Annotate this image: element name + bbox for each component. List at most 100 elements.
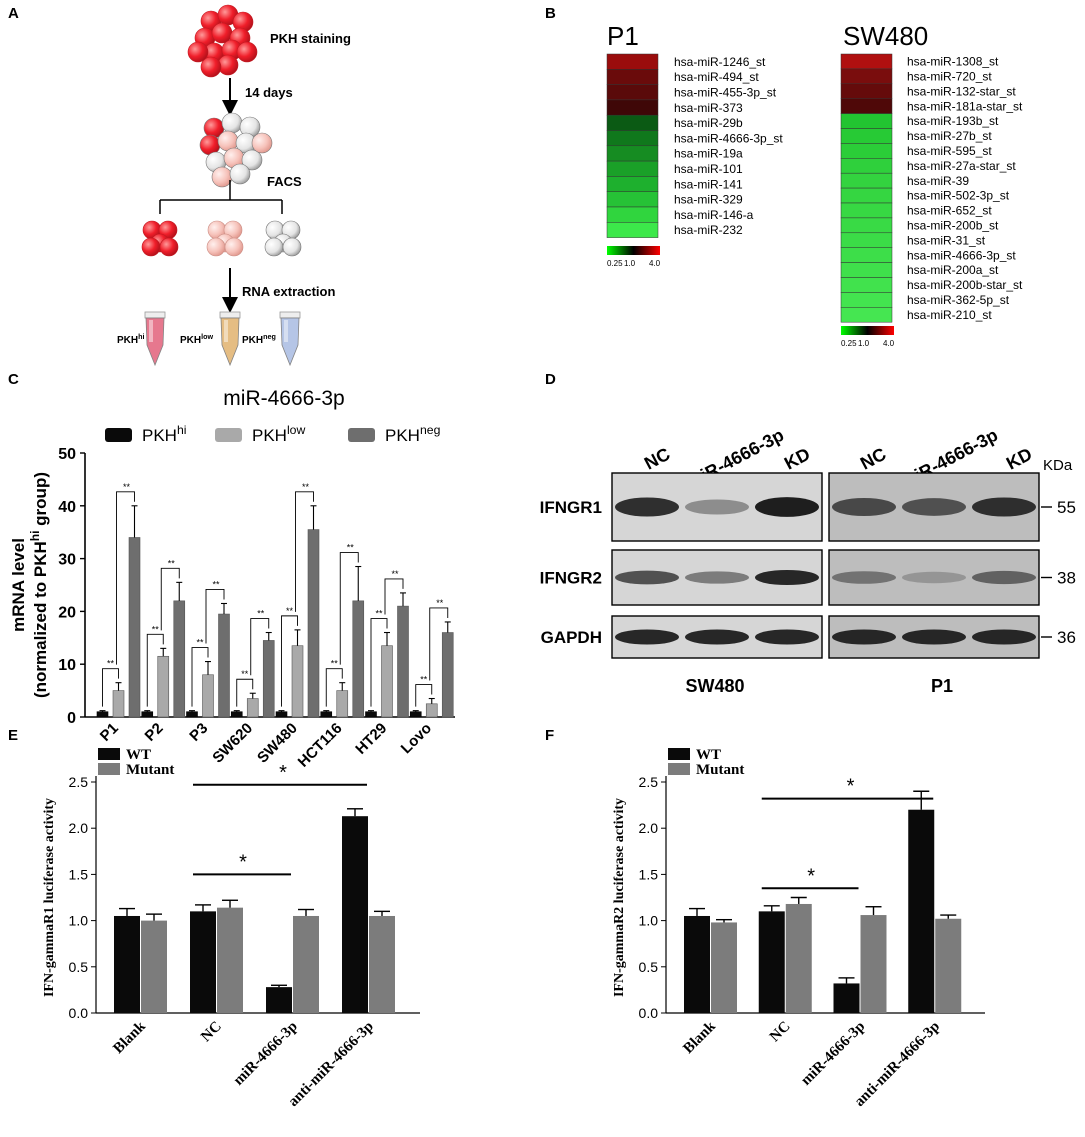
heatmap-row-label: hsa-miR-373 <box>674 101 743 115</box>
y-tick-label: 30 <box>58 552 76 569</box>
heatmap-cell <box>606 53 659 70</box>
panel-b-letter: B <box>545 5 556 22</box>
legend-label-wt: WT <box>126 747 151 763</box>
heatmap-cell <box>840 232 893 248</box>
legend-label-low-sup: low <box>287 423 306 437</box>
heatmap-row-label: hsa-miR-200b_st <box>907 219 999 233</box>
legend-swatch-hi <box>105 428 132 442</box>
tube-highlight <box>224 320 228 342</box>
heatmap-cell <box>840 187 893 204</box>
kda-label: KDa <box>1043 457 1073 474</box>
red-cell <box>200 56 222 78</box>
sig-marker: ** <box>302 482 310 492</box>
heatmap-row-label: hsa-miR-4666-3p_st <box>907 248 1016 262</box>
tube-label-hi-sup: hi <box>138 332 144 341</box>
sig-marker: * <box>239 851 247 873</box>
chart-e-plot: 0.0 0.5 1.0 1.5 2.0 2.5 IFN-gammaR1 luciferase… <box>42 747 420 1110</box>
heatmap-row-label: hsa-miR-210_st <box>907 308 992 322</box>
ylabel-line2-pre: (normalized to PKH <box>31 541 50 698</box>
days-label: 14 days <box>245 85 293 100</box>
bar-mutant <box>935 918 962 1013</box>
legend-label-low-base: PKH <box>252 426 287 445</box>
heatmap-row-label: hsa-miR-652_st <box>907 204 992 218</box>
sig-marker: * <box>807 865 815 887</box>
sig-marker: * <box>847 776 855 798</box>
bar-hi <box>365 711 377 718</box>
legend-swatch-mutant <box>668 763 690 775</box>
tube-label-neg: PKHneg <box>242 332 276 346</box>
kda-value: 55 <box>1057 498 1076 517</box>
tube-cap <box>144 311 166 319</box>
sig-marker: ** <box>391 569 399 579</box>
blot-band <box>755 629 819 645</box>
sig-bracket <box>102 668 119 707</box>
heatmap-row-label: hsa-miR-181a-star_st <box>907 99 1023 113</box>
panel-a-letter: A <box>8 5 19 22</box>
heatmap-cell <box>606 191 659 208</box>
blot-band <box>615 497 679 517</box>
sig-marker: ** <box>241 669 249 679</box>
blot-band <box>972 629 1036 645</box>
bar-low <box>202 674 214 718</box>
panel-e-letter: E <box>8 727 18 744</box>
sig-marker: ** <box>286 606 294 616</box>
legend-label-hi: PKHhi <box>142 423 187 445</box>
heatmap-row-label: hsa-miR-141 <box>674 177 743 191</box>
heatmap-row-label: hsa-miR-193b_st <box>907 114 999 128</box>
red-cell <box>211 22 233 44</box>
x-tick-label: SW620 <box>209 720 256 767</box>
bar-mutant <box>293 915 319 1013</box>
blot-band <box>615 629 679 645</box>
color-scale-label: 0.25 <box>841 339 857 348</box>
tube-label-low: PKHlow <box>180 332 214 346</box>
heatmap-row-label: hsa-miR-494_st <box>674 70 759 84</box>
heatmap-row-label: hsa-miR-362-5p_st <box>907 293 1010 307</box>
sig-marker: ** <box>168 558 176 568</box>
cell-label: P1 <box>931 676 953 696</box>
protein-label: IFNGR1 <box>540 498 602 517</box>
y-tick-label: 2.5 <box>69 774 89 790</box>
x-tick-label: miR-4666-3p <box>231 1019 301 1089</box>
bar-low <box>112 690 125 718</box>
legend-label-mutant: Mutant <box>696 762 744 778</box>
sig-bracket <box>160 567 180 631</box>
kda-value: 36 <box>1057 628 1076 647</box>
bar-mutant <box>369 915 395 1013</box>
bar-low <box>381 645 393 718</box>
sig-marker: ** <box>347 543 355 553</box>
protein-label: GAPDH <box>541 628 602 647</box>
sorted-cell <box>141 237 161 257</box>
bar-neg <box>128 537 141 718</box>
y-tick-label: 0.0 <box>69 1005 89 1021</box>
sorted-cell <box>282 237 302 257</box>
mixed-cell <box>229 163 251 185</box>
color-scale-label: 1.0 <box>858 339 870 348</box>
bar-mutant <box>785 903 812 1013</box>
lane-label: KD <box>781 444 813 474</box>
blot-band <box>755 497 819 517</box>
heatmap-row-label: hsa-miR-1308_st <box>907 55 999 69</box>
x-tick-label: P2 <box>142 720 167 745</box>
sig-marker: ** <box>331 659 339 669</box>
sig-bracket <box>370 618 388 707</box>
y-tick-label: 20 <box>58 604 76 621</box>
tube-label-hi: PKHhi <box>117 332 145 346</box>
heatmap-title: SW480 <box>843 21 928 51</box>
tube-label-low-sup: low <box>201 332 213 341</box>
blot-band <box>685 629 749 645</box>
mixed-cell <box>211 166 233 188</box>
heatmap-cell <box>840 68 893 85</box>
color-scale-label: 1.0 <box>624 259 636 268</box>
sig-bracket <box>429 607 449 681</box>
sig-bracket <box>384 578 404 615</box>
x-tick-label: Blank <box>680 1018 719 1057</box>
legend-swatch-wt <box>98 748 120 760</box>
x-tick-label: HCT116 <box>295 720 346 771</box>
x-tick-label: Blank <box>110 1018 149 1057</box>
sig-marker: ** <box>436 598 444 608</box>
legend-label-neg-base: PKH <box>385 426 420 445</box>
chart-ylabel: IFN-gammaR1 luciferase activity <box>42 798 57 997</box>
